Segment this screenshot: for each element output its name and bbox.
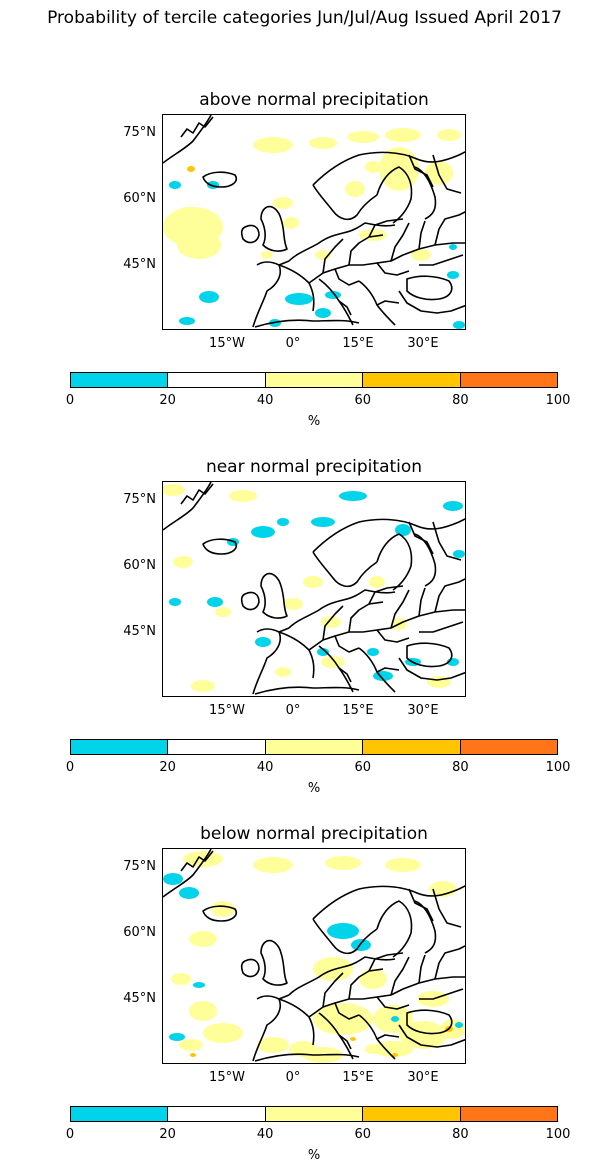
colorbar-segment (71, 373, 169, 387)
colorbar-tick-label: 0 (65, 393, 75, 408)
lon-label-15w: 15°W (209, 1070, 245, 1085)
colorbar (70, 1106, 558, 1122)
lat-label-75n: 75°N (123, 492, 156, 507)
colorbar-tick-label: 40 (256, 1127, 274, 1142)
lon-label-30e: 30°E (407, 703, 439, 718)
colorbar-segment (460, 373, 558, 387)
colorbar-segment (363, 373, 461, 387)
lon-label-30e: 30°E (407, 336, 439, 351)
lon-label-15w: 15°W (209, 336, 245, 351)
lat-label-75n: 75°N (123, 125, 156, 140)
colorbar-tick-label: 0 (65, 760, 75, 775)
colorbar-tick-label: 100 (545, 760, 571, 775)
colorbar-segment (71, 1107, 169, 1121)
lon-label-15e: 15°E (342, 703, 374, 718)
colorbar-segment (363, 740, 461, 754)
colorbar-segment (265, 1107, 364, 1121)
colorbar-tick-label: 0 (65, 1127, 75, 1142)
panel-title: above normal precipitation (199, 90, 429, 110)
map-area (162, 481, 466, 697)
lon-label-0: 0° (285, 336, 301, 351)
colorbar (70, 739, 558, 755)
map-area (162, 114, 466, 330)
colorbar-unit: % (307, 1148, 321, 1163)
colorbar-segment (265, 740, 364, 754)
colorbar-segment (71, 740, 169, 754)
colorbar-tick-label: 60 (354, 760, 372, 775)
colorbar-unit: % (307, 414, 321, 429)
lat-label-60n: 60°N (123, 191, 156, 206)
lon-label-15w: 15°W (209, 703, 245, 718)
map-canvas (163, 115, 465, 329)
colorbar-segment (460, 740, 558, 754)
colorbar-segment (168, 373, 266, 387)
lat-label-60n: 60°N (123, 558, 156, 573)
lat-label-45n: 45°N (123, 991, 156, 1006)
lon-label-15e: 15°E (342, 336, 374, 351)
lon-label-30e: 30°E (407, 1070, 439, 1085)
lon-label-0: 0° (285, 703, 301, 718)
figure-title: Probability of tercile categories Jun/Ju… (47, 8, 562, 28)
colorbar-segment (168, 1107, 266, 1121)
lat-label-75n: 75°N (123, 859, 156, 874)
colorbar-segment (168, 740, 266, 754)
lon-label-15e: 15°E (342, 1070, 374, 1085)
lat-label-45n: 45°N (123, 257, 156, 272)
colorbar-tick-label: 80 (452, 760, 469, 775)
panel-title: below normal precipitation (200, 824, 428, 844)
panel-title: near normal precipitation (205, 457, 423, 477)
colorbar-tick-label: 40 (256, 760, 274, 775)
colorbar-segment (265, 373, 364, 387)
colorbar-tick-label: 20 (159, 393, 176, 408)
lon-label-0: 0° (285, 1070, 301, 1085)
colorbar-tick-label: 40 (256, 393, 274, 408)
colorbar (70, 372, 558, 388)
colorbar-tick-label: 100 (545, 1127, 571, 1142)
lat-label-45n: 45°N (123, 624, 156, 639)
colorbar-tick-label: 20 (159, 760, 176, 775)
colorbar-segment (460, 1107, 558, 1121)
colorbar-tick-label: 60 (354, 1127, 372, 1142)
colorbar-tick-label: 100 (545, 393, 571, 408)
colorbar-tick-label: 80 (452, 393, 469, 408)
lat-label-60n: 60°N (123, 925, 156, 940)
colorbar-unit: % (307, 781, 321, 796)
map-canvas (163, 482, 465, 695)
colorbar-tick-label: 80 (452, 1127, 469, 1142)
colorbar-segment (363, 1107, 461, 1121)
colorbar-tick-label: 20 (159, 1127, 176, 1142)
map-area (162, 848, 466, 1064)
colorbar-tick-label: 60 (354, 393, 372, 408)
map-canvas (163, 849, 465, 1063)
